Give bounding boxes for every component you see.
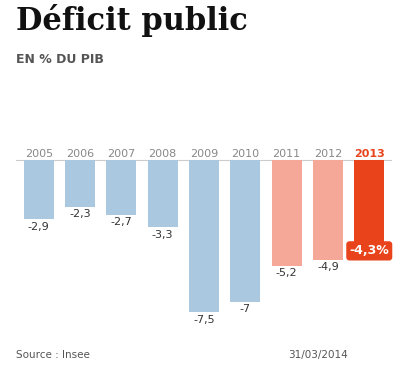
Text: -3,3: -3,3 bbox=[152, 230, 174, 240]
Text: 2009: 2009 bbox=[190, 149, 218, 159]
Bar bbox=[24, 160, 54, 219]
Text: -2,9: -2,9 bbox=[28, 221, 50, 231]
Text: -7,5: -7,5 bbox=[193, 315, 215, 324]
Text: ·: · bbox=[303, 364, 308, 377]
Bar bbox=[65, 160, 95, 207]
Bar bbox=[313, 160, 343, 259]
Text: -5,2: -5,2 bbox=[276, 268, 298, 278]
Text: 2008: 2008 bbox=[148, 149, 177, 159]
Text: 31/03/2014: 31/03/2014 bbox=[288, 350, 348, 360]
Text: LE FIGARO: LE FIGARO bbox=[221, 364, 300, 377]
Text: 2005: 2005 bbox=[25, 149, 53, 159]
Bar bbox=[148, 160, 178, 227]
Bar bbox=[354, 160, 384, 247]
Bar bbox=[230, 160, 260, 302]
Text: 2007: 2007 bbox=[107, 149, 136, 159]
Text: -2,3: -2,3 bbox=[69, 209, 91, 219]
Text: Source : Insee: Source : Insee bbox=[16, 350, 90, 360]
Text: -4,9: -4,9 bbox=[317, 262, 339, 272]
Text: 2013: 2013 bbox=[354, 149, 385, 159]
Bar bbox=[106, 160, 136, 215]
Text: 2006: 2006 bbox=[66, 149, 94, 159]
Text: Déficit public: Déficit public bbox=[16, 4, 248, 37]
Text: 2012: 2012 bbox=[314, 149, 342, 159]
Text: EN % DU PIB: EN % DU PIB bbox=[16, 53, 104, 65]
Text: 2011: 2011 bbox=[272, 149, 301, 159]
Bar bbox=[272, 160, 302, 266]
Text: -4,3%: -4,3% bbox=[349, 244, 389, 258]
Bar bbox=[189, 160, 219, 312]
Text: -7: -7 bbox=[240, 305, 251, 314]
Text: 2010: 2010 bbox=[231, 149, 259, 159]
Text: fr: fr bbox=[312, 364, 323, 377]
Text: -2,7: -2,7 bbox=[110, 217, 132, 228]
